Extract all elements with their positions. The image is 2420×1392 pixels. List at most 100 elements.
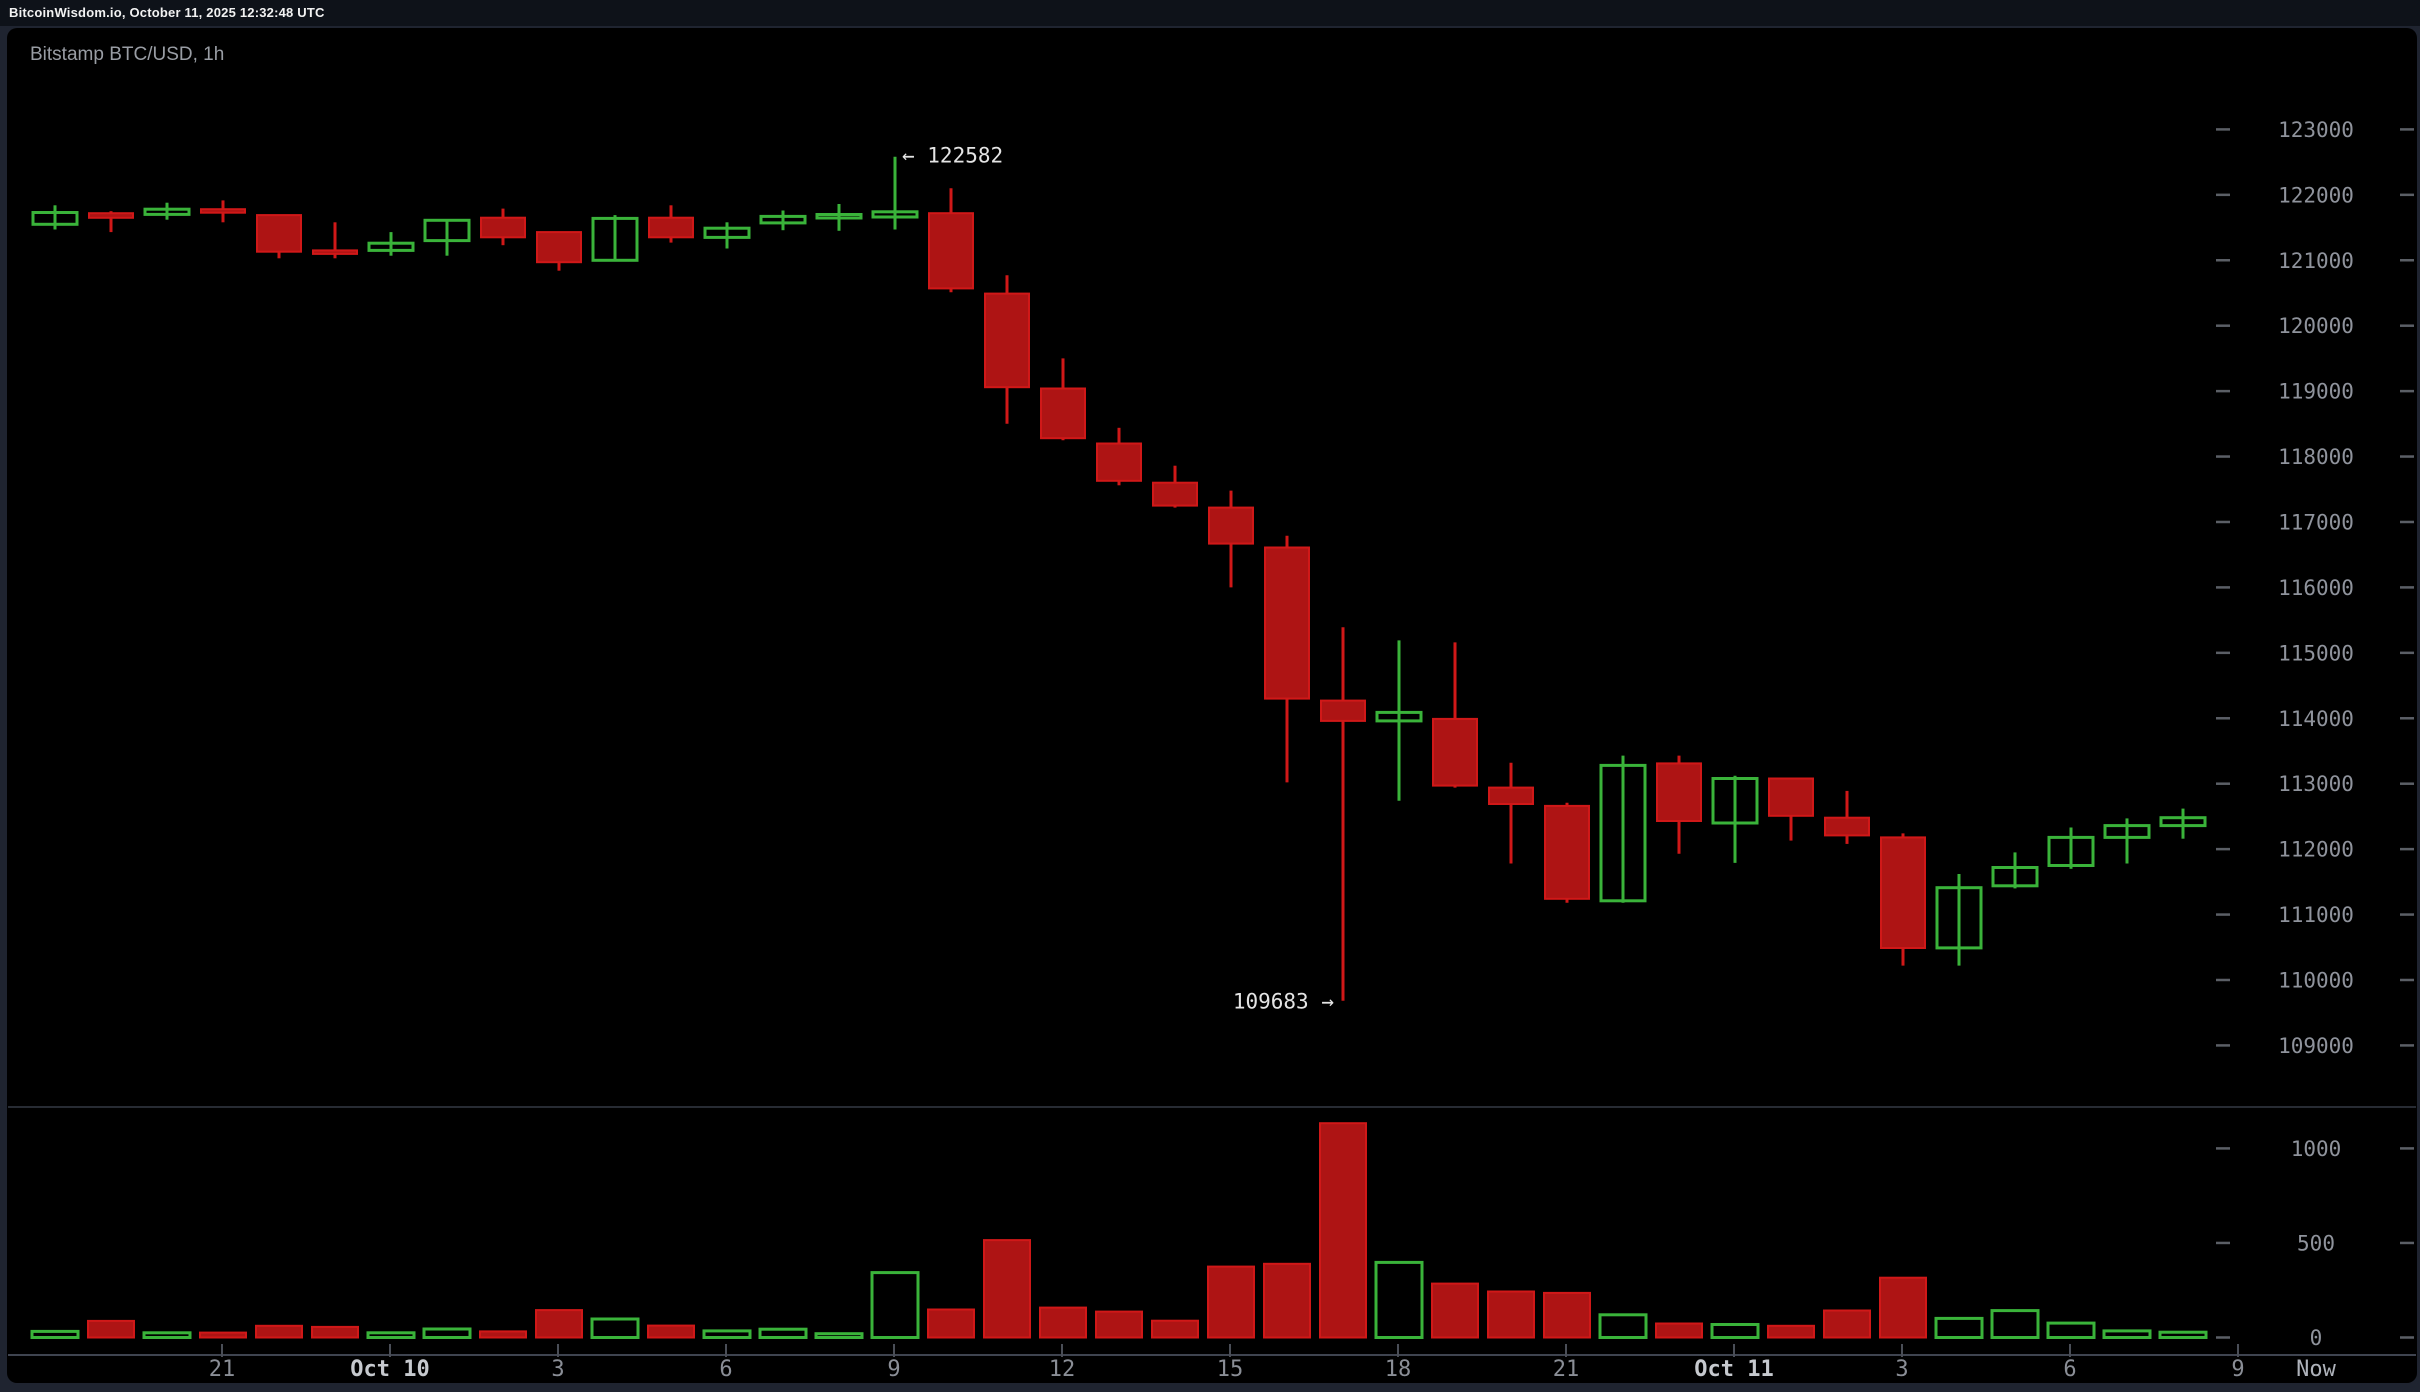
candle-body xyxy=(1208,506,1254,545)
volume-bar[interactable] xyxy=(1598,1313,1648,1340)
candle[interactable] xyxy=(1711,775,1759,863)
candle-body xyxy=(200,208,246,214)
candle[interactable] xyxy=(88,211,134,233)
candle[interactable] xyxy=(2047,827,2095,869)
candle-body xyxy=(1040,387,1086,440)
chart-panel[interactable] xyxy=(7,28,2417,1383)
candle[interactable] xyxy=(2159,808,2207,839)
volume-bar[interactable] xyxy=(927,1308,975,1339)
candle[interactable] xyxy=(648,205,694,243)
volume-bar[interactable] xyxy=(1823,1309,1871,1339)
candle[interactable] xyxy=(984,275,1030,424)
candle[interactable] xyxy=(1488,762,1534,864)
volume-bar[interactable] xyxy=(87,1319,135,1339)
price-axis-label: 121000 xyxy=(2278,249,2354,273)
candle[interactable] xyxy=(1991,852,2039,889)
volume-bar[interactable] xyxy=(1151,1319,1199,1339)
volume-bar[interactable] xyxy=(142,1331,192,1340)
volume-bar[interactable] xyxy=(647,1324,695,1339)
price-axis-label: 114000 xyxy=(2278,707,2354,731)
candle[interactable] xyxy=(1320,627,1366,1001)
volume-bar[interactable] xyxy=(1710,1323,1760,1339)
candle[interactable] xyxy=(1544,802,1590,903)
candle-body xyxy=(88,212,134,219)
volume-bar[interactable] xyxy=(1655,1322,1703,1339)
header-bar: BitcoinWisdom.io, October 11, 2025 12:32… xyxy=(0,0,2420,26)
candle[interactable] xyxy=(815,204,863,231)
price-axis-label: 118000 xyxy=(2278,445,2354,469)
candle[interactable] xyxy=(1152,465,1198,508)
time-axis-label: 15 xyxy=(1217,1357,1244,1382)
volume-bar[interactable] xyxy=(590,1317,640,1339)
volume-bar[interactable] xyxy=(255,1324,303,1339)
volume-bar[interactable] xyxy=(983,1239,1031,1339)
candle[interactable] xyxy=(1264,535,1310,783)
volume-bar[interactable] xyxy=(1095,1310,1143,1339)
volume-bar[interactable] xyxy=(1487,1290,1535,1339)
candle[interactable] xyxy=(591,215,639,262)
candle-body xyxy=(1096,442,1142,482)
time-axis-label-now: Now xyxy=(2296,1357,2336,1382)
volume-bar[interactable] xyxy=(311,1325,359,1339)
volume-bar[interactable] xyxy=(1319,1122,1367,1339)
candle-body xyxy=(1488,786,1534,805)
volume-bar[interactable] xyxy=(366,1331,416,1340)
candle[interactable] xyxy=(2103,818,2151,864)
candle[interactable] xyxy=(1880,833,1926,966)
candle[interactable] xyxy=(367,232,415,256)
volume-bar[interactable] xyxy=(1934,1316,1984,1340)
volume-bar[interactable] xyxy=(1990,1309,2040,1339)
candle[interactable] xyxy=(1208,490,1254,588)
time-axis-label: 6 xyxy=(2063,1357,2076,1382)
volume-bar[interactable] xyxy=(2158,1330,2208,1339)
volume-bar[interactable] xyxy=(758,1327,808,1339)
candle[interactable] xyxy=(1375,640,1423,801)
volume-bar[interactable] xyxy=(422,1327,472,1339)
volume-bar[interactable] xyxy=(1543,1291,1591,1339)
candle[interactable] xyxy=(200,200,246,223)
candle[interactable] xyxy=(871,156,919,230)
candle[interactable] xyxy=(1824,790,1870,844)
candle[interactable] xyxy=(1040,358,1086,441)
price-axis-label: 117000 xyxy=(2278,510,2354,534)
candle[interactable] xyxy=(480,208,526,246)
time-axis-label: 3 xyxy=(1895,1357,1908,1382)
volume-bar[interactable] xyxy=(814,1332,864,1339)
candle-body xyxy=(1320,699,1366,722)
volume-bar[interactable] xyxy=(199,1331,247,1339)
volume-bar[interactable] xyxy=(2046,1321,2096,1339)
volume-bar[interactable] xyxy=(1431,1282,1479,1339)
time-axis-label: 9 xyxy=(2231,1357,2244,1382)
candle[interactable] xyxy=(31,205,79,230)
candle[interactable] xyxy=(1768,777,1814,841)
candle[interactable] xyxy=(703,222,751,249)
volume-bar[interactable] xyxy=(30,1329,80,1340)
candle[interactable] xyxy=(256,214,302,259)
volume-bar[interactable] xyxy=(479,1330,527,1339)
candle[interactable] xyxy=(1935,874,1983,966)
candle-body xyxy=(480,216,526,239)
candle[interactable] xyxy=(1599,755,1647,903)
candle[interactable] xyxy=(759,210,807,231)
candle[interactable] xyxy=(1656,755,1702,854)
candle[interactable] xyxy=(536,231,582,271)
volume-bar[interactable] xyxy=(1879,1276,1927,1339)
candle[interactable] xyxy=(1432,642,1478,788)
volume-bar[interactable] xyxy=(1374,1260,1424,1340)
volume-bar[interactable] xyxy=(1767,1324,1815,1339)
candle[interactable] xyxy=(143,202,191,220)
volume-bar[interactable] xyxy=(2102,1329,2152,1340)
volume-bar[interactable] xyxy=(1207,1265,1255,1339)
volume-bar[interactable] xyxy=(1263,1262,1311,1339)
candle[interactable] xyxy=(312,222,358,259)
volume-axis-label: 0 xyxy=(2310,1326,2323,1350)
price-axis-label: 110000 xyxy=(2278,968,2354,992)
volume-bar[interactable] xyxy=(535,1309,583,1339)
volume-bar[interactable] xyxy=(1039,1306,1087,1339)
volume-bar[interactable] xyxy=(702,1329,752,1340)
candle[interactable] xyxy=(1096,427,1142,486)
candle[interactable] xyxy=(423,218,471,256)
candle[interactable] xyxy=(928,188,974,293)
volume-bar[interactable] xyxy=(870,1271,920,1339)
